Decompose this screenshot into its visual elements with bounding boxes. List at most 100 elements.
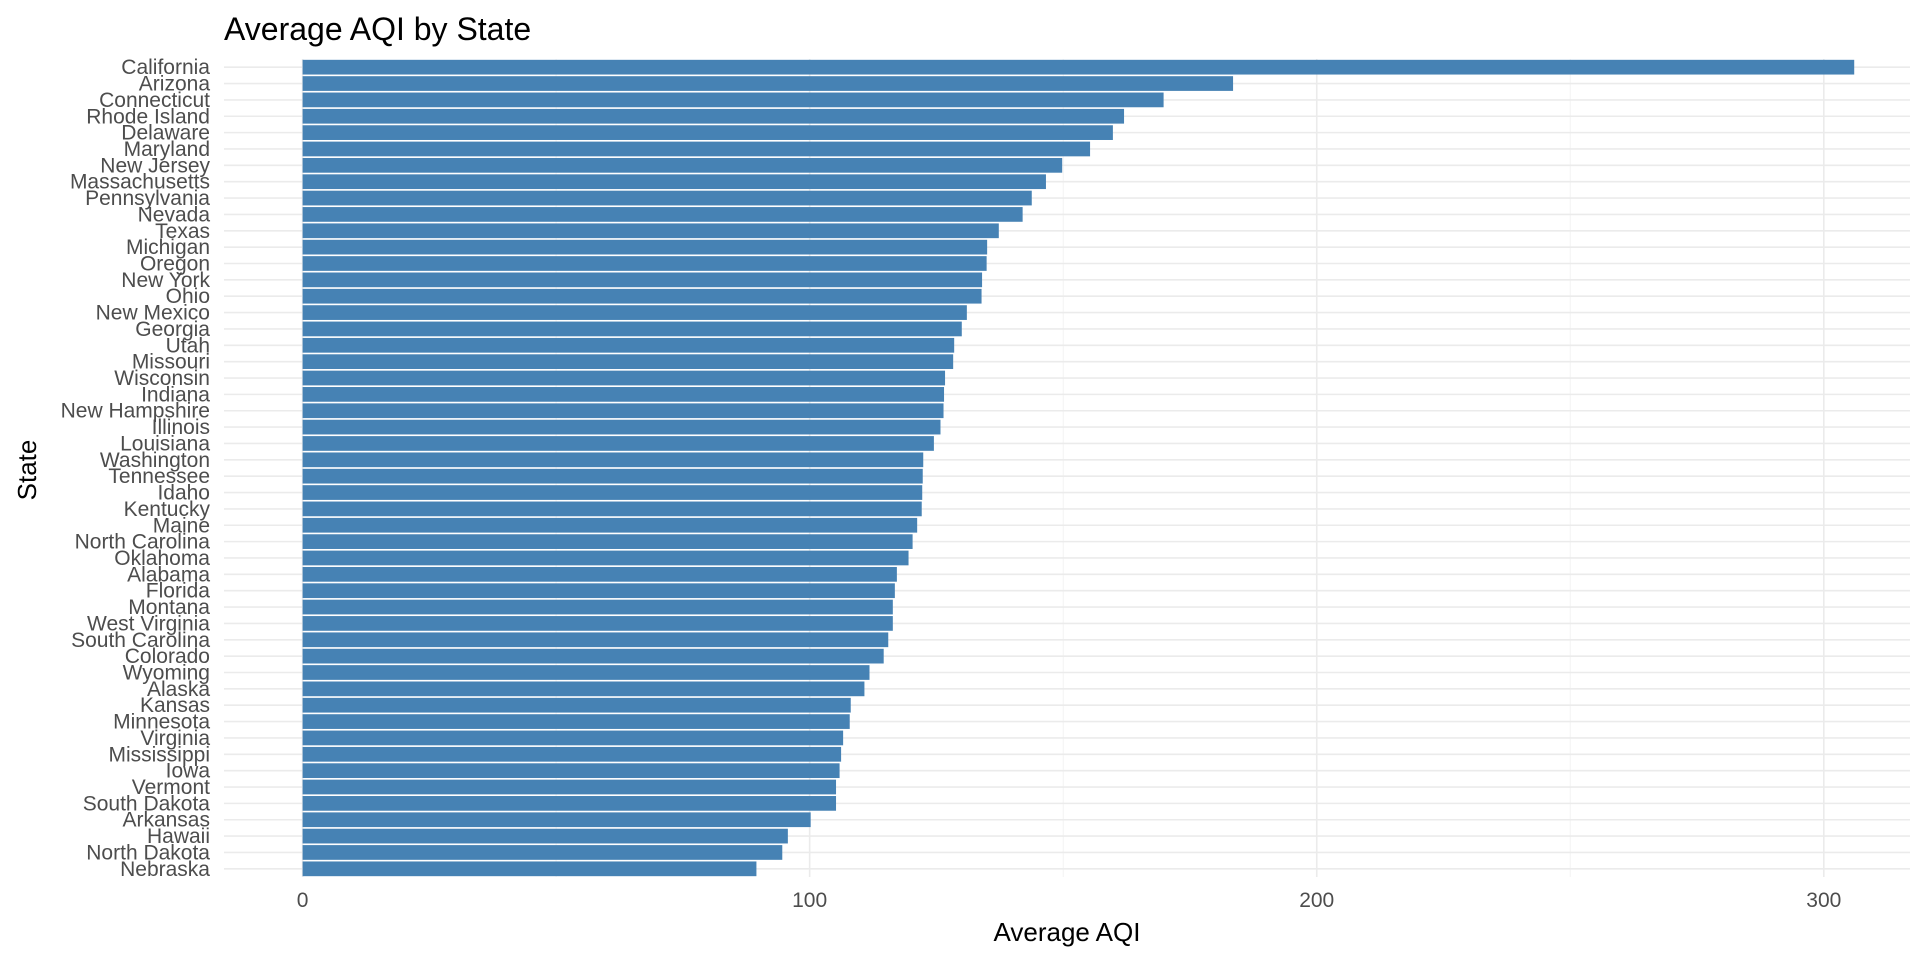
bar	[302, 190, 1032, 206]
y-tick-label: New York	[121, 269, 210, 292]
y-tick-label: North Carolina	[75, 531, 211, 554]
bar	[302, 828, 788, 844]
x-tick-label: 200	[1299, 889, 1334, 912]
y-tick-label: California	[121, 56, 210, 79]
bar	[302, 403, 944, 419]
bar	[302, 370, 946, 386]
chart-title: Average AQI by State	[224, 11, 531, 47]
bar	[302, 616, 893, 631]
bar	[302, 141, 1091, 157]
bar	[302, 288, 982, 304]
bar	[302, 845, 783, 860]
bar	[302, 534, 913, 549]
y-tick-label: Vermont	[132, 776, 210, 799]
y-tick-label: Iowa	[166, 760, 211, 783]
y-tick-label: Oklahoma	[114, 547, 210, 570]
bar	[302, 92, 1164, 108]
y-tick-label: South Dakota	[83, 792, 211, 815]
y-tick-label: Delaware	[121, 122, 210, 145]
y-tick-label: South Carolina	[71, 629, 210, 652]
bar	[302, 730, 844, 746]
y-tick-label: Rhode Island	[86, 105, 210, 128]
y-tick-label: Virginia	[140, 727, 210, 750]
y-tick-label: Texas	[155, 220, 210, 243]
y-tick-label: New Mexico	[96, 302, 210, 325]
bar	[302, 468, 923, 484]
bar	[302, 746, 842, 762]
y-tick-label: North Dakota	[86, 841, 210, 864]
y-tick-label: Georgia	[135, 318, 210, 341]
y-tick-label: Pennsylvania	[85, 187, 210, 210]
bar	[302, 125, 1113, 140]
y-tick-label: Louisiana	[120, 432, 210, 455]
bars	[302, 59, 1855, 877]
bar	[302, 419, 941, 435]
y-tick-label: Arkansas	[122, 809, 210, 832]
bar	[302, 207, 1023, 222]
y-tick-label: Michigan	[126, 236, 210, 259]
bar	[302, 714, 850, 729]
bar	[302, 59, 1855, 75]
y-tick-label: Indiana	[141, 383, 210, 406]
bar	[302, 796, 837, 811]
y-tick-label: Arizona	[139, 73, 211, 96]
y-tick-label: Massachusetts	[70, 171, 210, 194]
bar	[302, 108, 1125, 124]
y-tick-label: Ohio	[166, 285, 210, 308]
y-tick-label: Idaho	[157, 482, 210, 505]
y-tick-label: West Virginia	[87, 612, 210, 635]
y-tick-label: New Hampshire	[61, 400, 210, 423]
bar	[302, 763, 840, 779]
bar	[302, 485, 923, 500]
y-tick-label: Oregon	[140, 253, 210, 276]
y-tick-label: Alaska	[147, 678, 210, 701]
y-tick-label: Utah	[166, 334, 210, 357]
y-tick-label: Maryland	[124, 138, 210, 161]
bar	[302, 76, 1234, 91]
bar	[302, 387, 945, 402]
bar	[302, 174, 1046, 190]
y-tick-label: Mississippi	[108, 743, 210, 766]
y-tick-label: Alabama	[127, 563, 210, 586]
bar	[302, 648, 884, 664]
y-tick-label: Maine	[153, 514, 210, 537]
y-tick-label: Hawaii	[147, 825, 210, 848]
y-tick-label: Kansas	[140, 694, 210, 717]
bar	[302, 566, 897, 582]
bar	[302, 354, 954, 370]
bar	[302, 256, 987, 271]
bar	[302, 272, 983, 288]
bar	[302, 583, 895, 599]
y-tick-label: Nebraska	[120, 858, 210, 881]
bar	[302, 681, 865, 697]
bar	[302, 812, 811, 828]
y-tick-label: Tennessee	[108, 465, 210, 488]
y-tick-label: Nevada	[138, 203, 211, 226]
y-tick-label: Illinois	[152, 416, 210, 439]
y-tick-label: Washington	[100, 449, 210, 472]
y-tick-label: Kentucky	[124, 498, 211, 521]
bar	[302, 697, 851, 713]
bar	[302, 239, 988, 255]
bar	[302, 665, 870, 680]
x-tick-labels: 0 100 200 300	[297, 889, 1842, 912]
y-tick-label: Connecticut	[99, 89, 210, 112]
bar	[302, 452, 924, 468]
x-tick-label: 0	[297, 889, 309, 912]
bar	[302, 223, 999, 239]
bar	[302, 550, 909, 566]
bar	[302, 321, 962, 337]
bar	[302, 861, 757, 877]
bar	[302, 436, 934, 451]
bar	[302, 337, 955, 353]
y-tick-label: New Jersey	[100, 154, 210, 177]
bar	[302, 517, 918, 533]
y-tick-label: Florida	[146, 580, 211, 603]
x-axis-title: Average AQI	[994, 917, 1141, 947]
y-tick-label: Minnesota	[113, 711, 210, 734]
bar	[302, 501, 922, 517]
y-tick-label: Wyoming	[123, 662, 210, 685]
